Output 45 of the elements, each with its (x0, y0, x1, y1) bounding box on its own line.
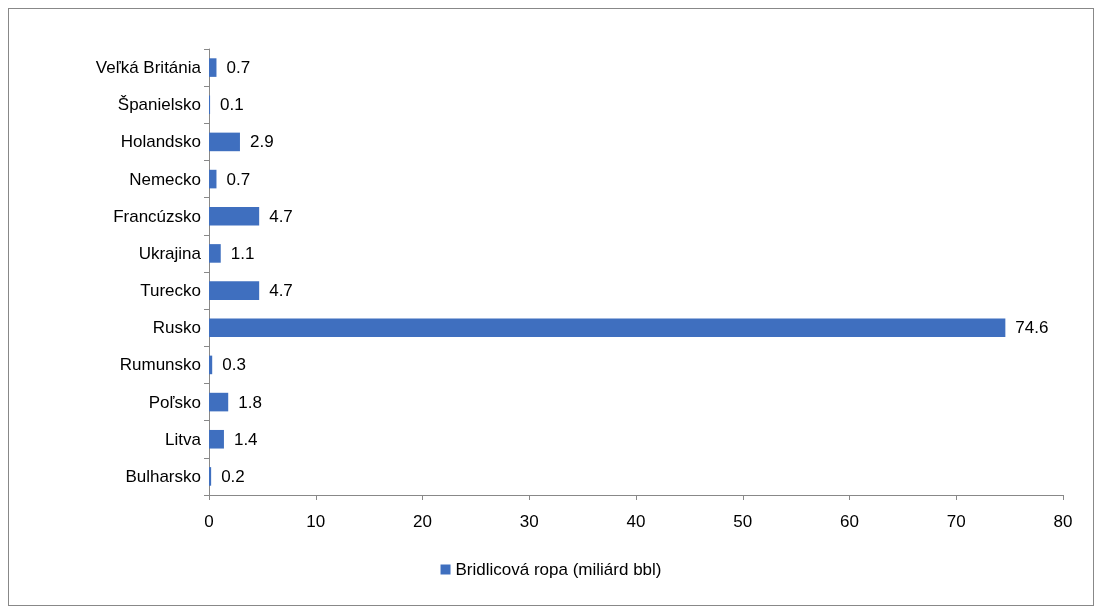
y-tick-label: Litva (165, 429, 202, 449)
y-tick-label: Holandsko (120, 132, 201, 152)
x-tick-label: 50 (733, 512, 753, 531)
bar (209, 355, 213, 375)
y-tick-label: Poľsko (148, 392, 201, 412)
bar (209, 58, 217, 77)
y-tick-label: Rumunsko (119, 355, 201, 375)
y-tick-label: Nemecko (129, 169, 201, 189)
bar (209, 206, 260, 226)
x-tick-label: 70 (946, 512, 966, 531)
data-label: 4.7 (269, 281, 293, 301)
data-label: 74.6 (1015, 318, 1049, 338)
bar (209, 281, 260, 300)
y-tick-label: Francúzsko (113, 206, 201, 226)
data-label: 0.3 (222, 355, 246, 375)
bar (209, 132, 240, 152)
y-tick-label: Ukrajina (138, 243, 202, 263)
x-tick-label: 60 (840, 512, 859, 531)
data-label: 4.7 (269, 206, 293, 226)
x-tick-label: 80 (1053, 512, 1073, 531)
bar (209, 318, 1006, 338)
data-label: 0.7 (226, 58, 251, 78)
bar (209, 392, 229, 412)
x-tick-label: 30 (519, 512, 539, 531)
data-label: 0.7 (226, 169, 251, 189)
y-tick-label: Španielsko (117, 95, 201, 115)
data-label: 0.2 (221, 466, 245, 486)
x-tick-label: 0 (204, 512, 214, 531)
y-tick-label: Bulharsko (125, 466, 201, 486)
data-label: 1.4 (233, 429, 258, 449)
y-tick-label: Turecko (140, 281, 201, 301)
x-tick-label: 40 (626, 512, 646, 531)
bar (209, 169, 217, 189)
data-label: 1.1 (230, 243, 255, 263)
x-tick-label: 10 (306, 512, 326, 531)
y-tick-label: Veľká Británia (95, 58, 202, 78)
legend-label: Bridlicová ropa (miliárd bbl) (455, 560, 662, 579)
bar (209, 429, 224, 449)
bar (209, 244, 221, 263)
bar (209, 467, 212, 486)
data-label: 2.9 (249, 132, 274, 152)
y-tick-label: Rusko (152, 318, 201, 338)
x-tick-label: 20 (413, 512, 432, 531)
data-label: 1.8 (238, 392, 262, 412)
data-label: 0.1 (220, 95, 244, 115)
